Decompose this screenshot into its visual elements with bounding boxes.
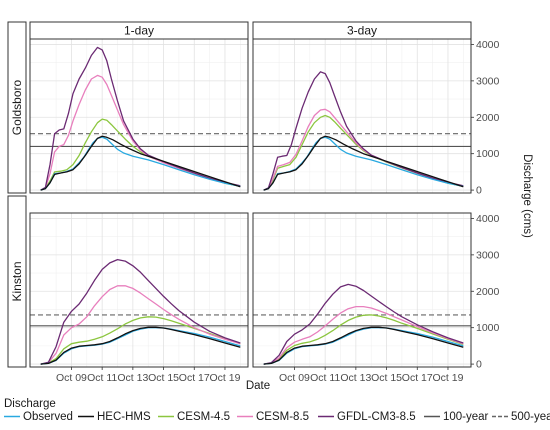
- panel-border: [252, 212, 472, 368]
- series-line-cesm-8-5: [40, 285, 241, 365]
- row-strip: [7, 195, 27, 368]
- row-strip-label: Kinston: [10, 261, 24, 301]
- column-strip-label: 3-day: [347, 24, 377, 38]
- y-tick-label: 2000: [476, 112, 500, 124]
- series-line-gfdl-cm3-8-5: [263, 71, 464, 191]
- y-tick-label: 1000: [476, 322, 500, 334]
- legend: Discharge Observed HEC-HMS CESM-4.5 CESM-8.…: [4, 398, 550, 423]
- column-strip: [252, 21, 472, 40]
- x-tick-label: Oct 15: [371, 372, 402, 384]
- series-line-gfdl-cm3-8-5: [263, 283, 464, 365]
- y-tick-label: 0: [476, 359, 482, 371]
- x-tick-label: Oct 17: [179, 372, 210, 384]
- legend-label: CESM-8.5: [256, 411, 309, 423]
- x-axis-title: Date: [246, 380, 270, 392]
- legend-title: Discharge: [4, 398, 56, 410]
- series-line-cesm-8-5: [263, 305, 464, 365]
- column-strip-label: 1-day: [124, 24, 154, 38]
- legend-label: GFDL-CM3-8.5: [337, 411, 416, 423]
- series-line-hec-hms: [263, 135, 464, 191]
- x-tick-label: Oct 19: [210, 372, 241, 384]
- y-tick-label: 4000: [476, 213, 500, 225]
- column-strip: [29, 21, 249, 40]
- series-line-gfdl-cm3-8-5: [40, 46, 241, 191]
- series-line-hec-hms: [40, 135, 241, 191]
- row-strip: [7, 21, 27, 194]
- series-line-hec-hms: [263, 326, 464, 365]
- x-tick-label: Oct 13: [117, 372, 148, 384]
- y-tick-label: 2000: [476, 286, 500, 298]
- panel-background: [253, 39, 471, 193]
- x-tick-label: Oct 11: [87, 372, 117, 384]
- panel-border: [29, 212, 249, 368]
- y-tick-label: 0: [476, 185, 482, 197]
- y-tick-label: 3000: [476, 249, 500, 261]
- panel-background: [30, 39, 248, 193]
- x-tick-label: Oct 11: [310, 372, 340, 384]
- y-tick-label: 4000: [476, 39, 500, 51]
- x-tick-label: Oct 09: [279, 372, 310, 384]
- legend-label: 500-year: [511, 411, 550, 423]
- series-line-gfdl-cm3-8-5: [40, 258, 241, 365]
- panel-kinston-1-day: [29, 212, 249, 368]
- legend-label: 100-year: [443, 411, 489, 423]
- legend-label: Observed: [23, 411, 73, 423]
- x-tick-label: Oct 17: [402, 372, 433, 384]
- y-tick-label: 1000: [476, 148, 500, 160]
- panel-goldsboro-3-day: [252, 38, 472, 194]
- y-axis-title: Discharge (cms): [521, 154, 533, 238]
- panel-kinston-3-day: [252, 212, 472, 368]
- legend-label: HEC-HMS: [97, 411, 151, 423]
- panel-goldsboro-1-day: [29, 38, 249, 194]
- x-tick-label: Oct 19: [433, 372, 464, 384]
- facet-panels: [29, 38, 472, 368]
- legend-label: CESM-4.5: [177, 411, 230, 423]
- y-tick-label: 3000: [476, 75, 500, 87]
- series-line-cesm-4-5: [40, 316, 241, 365]
- row-strip-label: Goldsboro: [10, 79, 24, 135]
- x-tick-label: Oct 09: [56, 372, 87, 384]
- series-line-cesm-4-5: [263, 314, 464, 365]
- facet-strips: 1-day 3-day Goldsboro Kinston: [7, 21, 472, 368]
- series-line-cesm-8-5: [40, 74, 241, 191]
- panel-background: [30, 213, 248, 367]
- x-tick-label: Oct 13: [340, 372, 371, 384]
- series-line-hec-hms: [40, 326, 241, 365]
- x-tick-label: Oct 15: [148, 372, 179, 384]
